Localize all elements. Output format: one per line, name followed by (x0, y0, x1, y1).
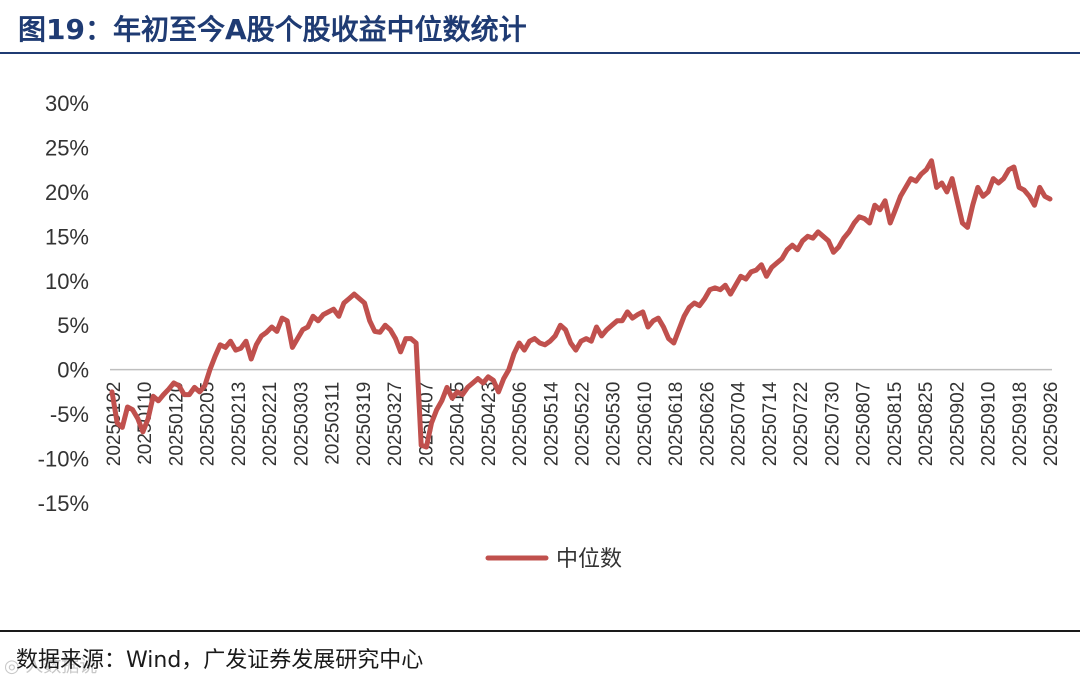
x-tick-label: 20250530 (604, 382, 625, 467)
x-tick-label: 20250902 (947, 382, 968, 467)
x-tick-label: 20250205 (198, 382, 219, 467)
x-tick-label: 20250730 (822, 382, 843, 467)
x-tick-label: 20250704 (729, 381, 750, 466)
x-tick-label: 20250918 (1010, 382, 1031, 467)
x-tick-label: 20250522 (573, 382, 594, 467)
x-tick-label: 20250423 (479, 382, 500, 467)
y-tick-label: -5% (50, 402, 89, 427)
line-chart: 30% 25% 20% 15% 10% 5% 0% -5% -10% -15% 20250102 20… (38, 91, 1062, 571)
x-tick-label: 20250415 (448, 382, 469, 467)
x-tick-label: 20250807 (854, 382, 875, 467)
series-line (109, 158, 1053, 450)
y-tick-label: 15% (45, 224, 89, 249)
y-tick-label: -15% (38, 491, 89, 516)
x-tick-label: 20250926 (1041, 382, 1062, 467)
y-tick-label: 20% (45, 180, 89, 205)
x-tick-label: 20250825 (916, 382, 937, 467)
x-tick-label: 20250815 (885, 382, 906, 467)
y-tick-label: -10% (38, 447, 89, 472)
x-tick-label: 20250311 (323, 382, 344, 465)
legend-label: 中位数 (556, 546, 622, 571)
x-tick-label: 20250910 (979, 382, 1000, 467)
chart-title: 图19：年初至今A股个股收益中位数统计 (18, 13, 527, 46)
watermark: ◎ 人数据说 (4, 656, 98, 677)
x-tick-label: 20250319 (354, 382, 375, 467)
x-tick-label: 20250506 (510, 382, 531, 467)
source-divider (0, 630, 1080, 632)
x-tick-label: 20250626 (697, 382, 718, 467)
source-note: 数据来源：Wind，广发证券发展研究中心 (16, 648, 424, 673)
x-tick-label: 20250618 (666, 382, 687, 467)
y-tick-label: 5% (57, 313, 89, 338)
x-tick-label: 20250722 (791, 382, 812, 467)
x-tick-label: 20250327 (385, 382, 406, 467)
x-tick-label: 20250514 (541, 381, 562, 466)
x-tick-label: 20250102 (104, 382, 125, 467)
x-tick-label: 20250303 (291, 382, 312, 467)
y-tick-label: 10% (45, 269, 89, 294)
y-tick-label: 0% (57, 358, 89, 383)
x-tick-label: 20250213 (229, 382, 250, 467)
y-tick-label: 25% (45, 135, 89, 160)
x-tick-label: 20250221 (260, 382, 281, 467)
x-tick-label: 20250714 (760, 381, 781, 466)
x-tick-label: 20250120 (166, 382, 187, 467)
y-tick-label: 30% (45, 91, 89, 116)
x-tick-label: 20250610 (635, 382, 656, 467)
title-bar: 图19：年初至今A股个股收益中位数统计 (0, 0, 1080, 54)
